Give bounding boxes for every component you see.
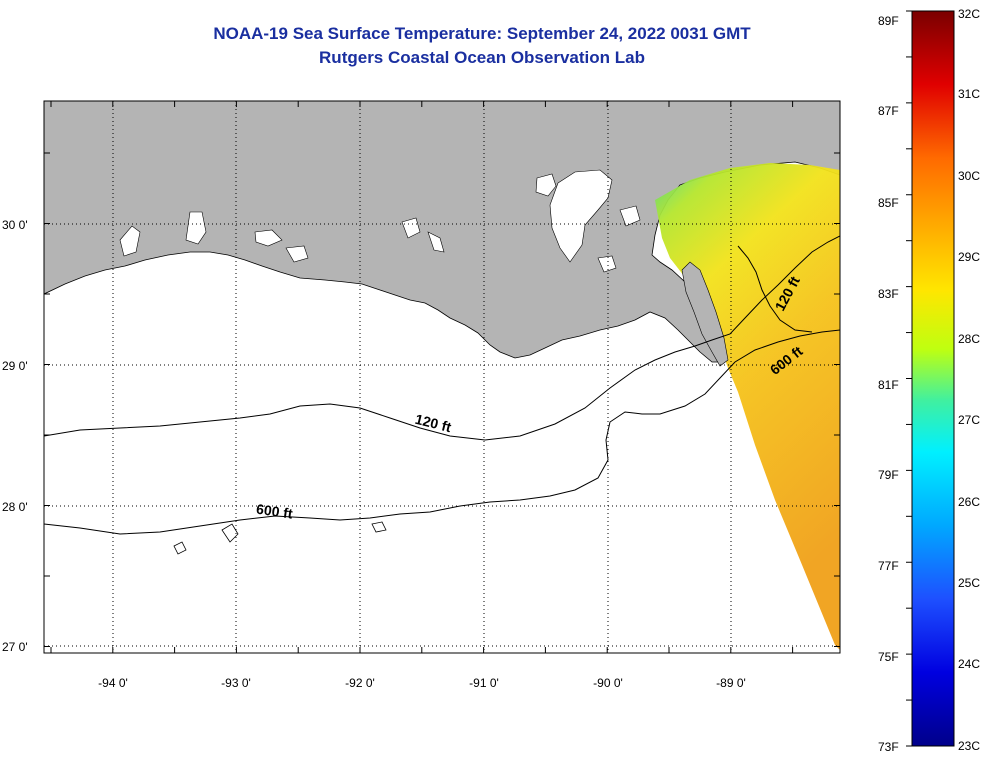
latitude-labels: 30 0' 29 0' 28 0' 27 0' bbox=[2, 218, 28, 654]
colorbar-c-label: 24C bbox=[958, 657, 980, 671]
lat-label: 28 0' bbox=[2, 500, 28, 514]
colorbar-f-label: 73F bbox=[878, 740, 899, 754]
lon-label: -92 0' bbox=[345, 676, 375, 690]
colorbar-c-label: 28C bbox=[958, 332, 980, 346]
colorbar-ticks bbox=[906, 10, 912, 747]
lake bbox=[597, 255, 617, 273]
colorbar-c-label: 32C bbox=[958, 7, 980, 21]
colorbar-f-label: 79F bbox=[878, 468, 899, 482]
colorbar-c-label: 26C bbox=[958, 495, 980, 509]
colorbar-f-label: 81F bbox=[878, 378, 899, 392]
map-title: NOAA-19 Sea Surface Temperature: Septemb… bbox=[213, 24, 751, 43]
lake bbox=[119, 225, 141, 257]
lake bbox=[185, 211, 207, 245]
lake bbox=[535, 173, 557, 197]
lon-label: -91 0' bbox=[469, 676, 499, 690]
colorbar-c-label: 29C bbox=[958, 250, 980, 264]
colorbar-c-labels: 32C 31C 30C 29C 28C 27C 26C 25C 24C 23C bbox=[958, 7, 980, 753]
colorbar-f-label: 77F bbox=[878, 559, 899, 573]
map-frame bbox=[43, 100, 841, 654]
colorbar-f-label: 87F bbox=[878, 104, 899, 118]
lat-label: 29 0' bbox=[2, 359, 28, 373]
lat-label: 27 0' bbox=[2, 640, 28, 654]
colorbar-c-label: 27C bbox=[958, 413, 980, 427]
contour-600ft bbox=[44, 329, 840, 535]
colorbar-f-label: 75F bbox=[878, 650, 899, 664]
axis-ticks bbox=[44, 101, 840, 653]
colorbar-c-label: 30C bbox=[958, 169, 980, 183]
contour-600ft-island bbox=[173, 521, 387, 555]
lake bbox=[401, 217, 421, 239]
contour-120ft-inner bbox=[737, 245, 813, 333]
colorbar-c-label: 25C bbox=[958, 576, 980, 590]
contour-120ft bbox=[44, 235, 840, 441]
longitude-labels: -94 0' -93 0' -92 0' -91 0' -90 0' -89 0… bbox=[98, 676, 746, 690]
lon-label: -94 0' bbox=[98, 676, 128, 690]
lake bbox=[285, 245, 309, 263]
colorbar-f-label: 83F bbox=[878, 287, 899, 301]
colorbar-f-label: 85F bbox=[878, 196, 899, 210]
colorbar-f-labels: 89F 87F 85F 83F 81F 79F 77F 75F 73F bbox=[878, 14, 899, 754]
lake bbox=[619, 205, 641, 227]
lake bbox=[549, 169, 613, 263]
map-subtitle: Rutgers Coastal Ocean Observation Lab bbox=[319, 48, 645, 67]
delta-land bbox=[681, 261, 729, 367]
lon-label: -90 0' bbox=[593, 676, 623, 690]
lake bbox=[254, 229, 283, 247]
lon-label: -89 0' bbox=[716, 676, 746, 690]
colorbar-c-label: 23C bbox=[958, 739, 980, 753]
graticule bbox=[44, 101, 840, 653]
colorbar-c-label: 31C bbox=[958, 87, 980, 101]
colorbar bbox=[911, 10, 955, 747]
lat-label: 30 0' bbox=[2, 218, 28, 232]
colorbar-f-label: 89F bbox=[878, 14, 899, 28]
lake bbox=[427, 231, 445, 253]
lon-label: -93 0' bbox=[221, 676, 251, 690]
